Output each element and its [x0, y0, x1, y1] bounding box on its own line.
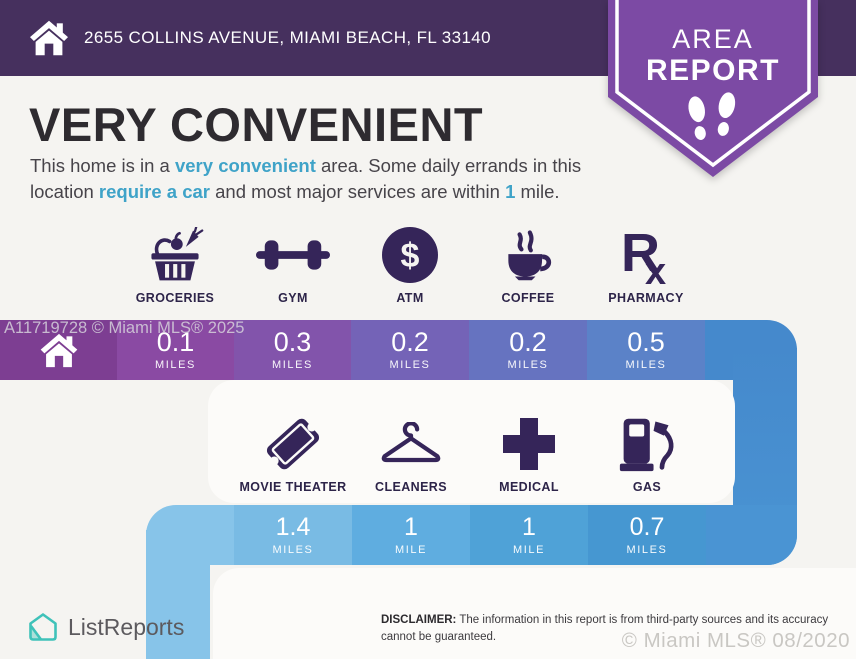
svg-text:$: $	[401, 237, 420, 275]
distance-cell: 0.7 MILES	[588, 505, 706, 565]
disclaimer-body: The information in this report is from t…	[381, 614, 829, 643]
distance-value: 0.2	[509, 327, 547, 357]
distance-unit: MILES	[626, 544, 668, 556]
service-gym: GYM	[228, 224, 358, 305]
distance-cell: 1 MILE	[352, 505, 470, 565]
gas-icon	[618, 413, 676, 475]
distance-cell: 1.4 MILES	[234, 505, 352, 565]
footer-panel	[213, 568, 856, 659]
gym-icon	[256, 224, 330, 286]
movie-theater-icon	[262, 413, 324, 475]
distance-value: 1.4	[275, 513, 311, 541]
area-report-badge: AREA REPORT	[608, 0, 818, 177]
band-curve-head	[146, 505, 234, 565]
service-label: CLEANERS	[375, 480, 447, 494]
distance-value: 0.3	[273, 327, 312, 357]
service-label: GROCERIES	[135, 291, 215, 305]
service-gas: GAS	[577, 413, 717, 494]
service-coffee: COFFEE	[463, 224, 593, 305]
distance-value: 0.7	[629, 513, 665, 541]
distance-cell: 0.2 MILES	[351, 320, 469, 380]
service-label: MEDICAL	[499, 480, 559, 494]
property-address: 2655 COLLINS AVENUE, MIAMI BEACH, FL 331…	[84, 28, 492, 47]
brand-name: ListReports	[68, 613, 185, 640]
band-home-segment	[0, 320, 117, 380]
atm-icon: $	[382, 224, 438, 286]
distance-unit: MILE	[394, 544, 428, 556]
distance-value: 0.5	[627, 327, 665, 357]
distance-unit: MILES	[271, 359, 313, 371]
badge-line1: AREA	[672, 24, 754, 54]
distance-value: 1	[404, 513, 418, 541]
distance-unit: MILES	[507, 359, 549, 371]
distance-value: 1	[522, 513, 536, 541]
mls-watermark-bottom: © Miami MLS® 08/2020	[621, 629, 850, 652]
distance-unit: MILE	[512, 544, 546, 556]
distance-cell: 1 MILE	[470, 505, 588, 565]
summary-description: This home is in a very convenient area. …	[30, 155, 582, 203]
distance-unit: MILES	[154, 359, 196, 371]
service-label: COFFEE	[501, 291, 555, 305]
distance-cell: 0.5 MILES	[587, 320, 705, 380]
distance-cell: 0.2 MILES	[469, 320, 587, 380]
cleaners-icon	[379, 413, 443, 475]
service-groceries: GROCERIES	[110, 224, 240, 305]
disclaimer-text: DISCLAIMER: The information in this repo…	[381, 612, 833, 645]
service-label: GAS	[632, 480, 662, 494]
listreports-logo-icon	[29, 613, 57, 641]
distance-unit: MILES	[272, 544, 314, 556]
distance-value: 0.2	[391, 327, 429, 357]
badge-line2: REPORT	[646, 54, 780, 87]
distance-band-bottom: 1.4 MILES 1 MILE 1 MILE 0.7 MILES	[146, 505, 797, 565]
svg-text:x: x	[645, 251, 666, 284]
pharmacy-icon: R x	[623, 224, 669, 286]
service-label: ATM	[396, 291, 424, 305]
medical-icon	[501, 413, 557, 475]
service-label: PHARMACY	[608, 291, 684, 305]
service-medical: MEDICAL	[459, 413, 599, 494]
page-title: VERY CONVENIENT	[29, 98, 484, 151]
service-cleaners: CLEANERS	[341, 413, 481, 494]
distance-cell: 0.1 MILES	[117, 320, 234, 380]
listreports-brand: ListReports	[27, 611, 184, 643]
home-icon	[40, 333, 77, 367]
service-pharmacy: R x PHARMACY	[581, 224, 711, 305]
service-movie-theater: MOVIE THEATER	[223, 413, 363, 494]
service-label: MOVIE THEATER	[239, 480, 347, 494]
service-atm: $ ATM	[345, 224, 475, 305]
distance-unit: MILES	[389, 359, 431, 371]
home-icon	[28, 19, 70, 62]
distance-value: 0.1	[156, 327, 195, 357]
distance-cell: 0.3 MILES	[234, 320, 351, 380]
svg-text:R: R	[623, 226, 660, 283]
distance-unit: MILES	[625, 359, 667, 371]
mls-watermark-top: A11719728 © Miami MLS® 2025	[4, 319, 245, 337]
band-curve-tail	[706, 505, 797, 565]
disclaimer-label: DISCLAIMER:	[381, 614, 457, 626]
service-label: GYM	[278, 291, 308, 305]
footprints-icon	[688, 92, 736, 140]
coffee-icon	[499, 224, 557, 286]
distance-band-top: 0.1 MILES 0.3 MILES 0.2 MILES 0.2 MILES …	[0, 320, 797, 380]
groceries-icon	[146, 224, 204, 286]
